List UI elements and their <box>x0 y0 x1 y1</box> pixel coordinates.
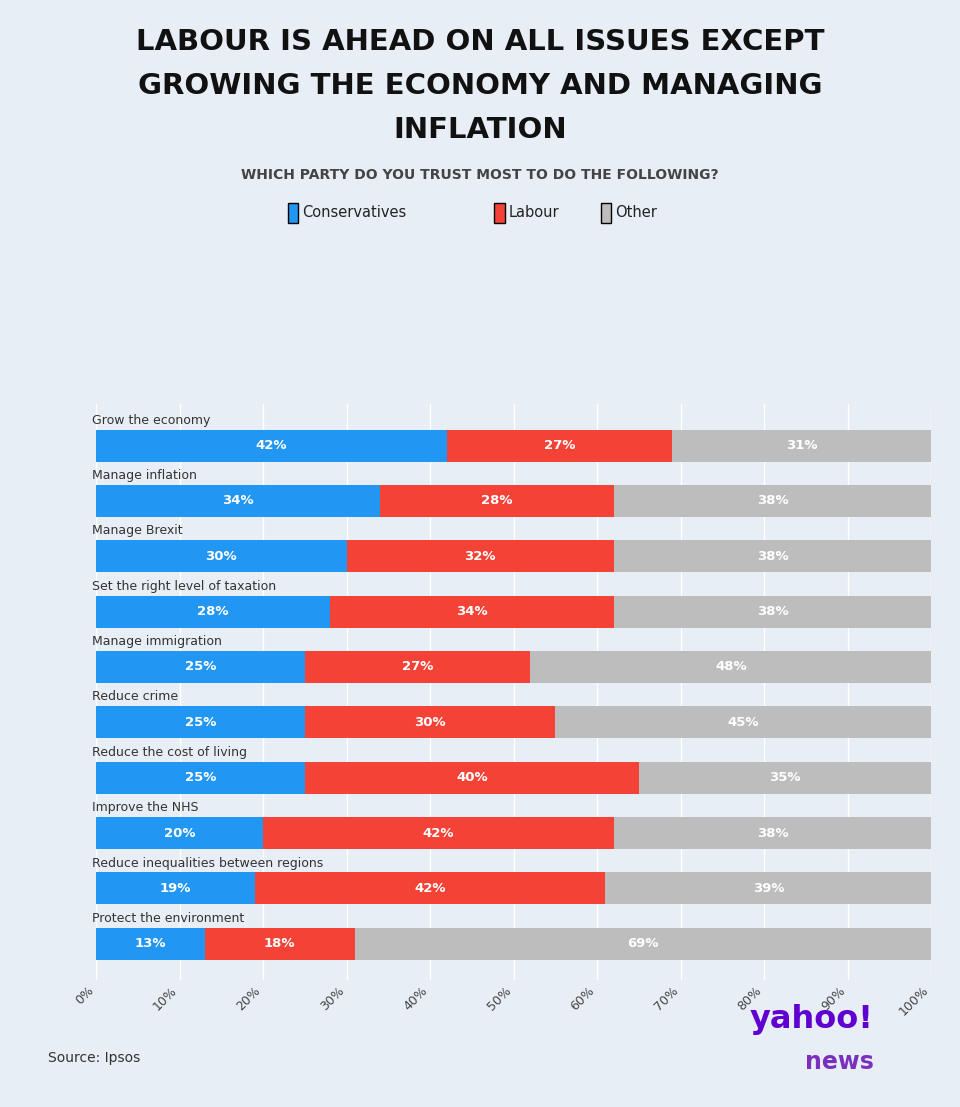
Text: WHICH PARTY DO YOU TRUST MOST TO DO THE FOLLOWING?: WHICH PARTY DO YOU TRUST MOST TO DO THE … <box>241 168 719 183</box>
Bar <box>96 540 347 572</box>
Text: Other: Other <box>615 205 657 220</box>
Text: Manage inflation: Manage inflation <box>92 469 197 483</box>
Text: Labour: Labour <box>509 205 560 220</box>
Text: 34%: 34% <box>456 606 488 618</box>
Bar <box>96 596 330 628</box>
Bar <box>96 872 254 904</box>
Bar <box>96 485 380 517</box>
Bar <box>613 596 931 628</box>
Bar <box>305 762 639 794</box>
Bar <box>96 706 305 738</box>
Text: 35%: 35% <box>769 772 801 784</box>
Bar <box>555 706 931 738</box>
Text: 38%: 38% <box>756 550 788 562</box>
Bar <box>96 928 204 960</box>
Text: 27%: 27% <box>402 661 433 673</box>
Text: INFLATION: INFLATION <box>394 116 566 144</box>
Text: yahoo!: yahoo! <box>750 1004 874 1035</box>
Bar <box>96 651 305 683</box>
Text: 28%: 28% <box>197 606 228 618</box>
Bar <box>96 762 305 794</box>
Text: 32%: 32% <box>465 550 496 562</box>
Text: Manage Brexit: Manage Brexit <box>92 525 182 538</box>
Text: 42%: 42% <box>255 439 287 452</box>
Bar <box>305 651 530 683</box>
Bar <box>347 540 613 572</box>
Text: 25%: 25% <box>184 661 216 673</box>
Bar <box>305 706 555 738</box>
Bar <box>380 485 613 517</box>
Bar <box>96 817 263 849</box>
Bar <box>639 762 931 794</box>
Text: 30%: 30% <box>205 550 237 562</box>
Text: 18%: 18% <box>264 938 296 950</box>
Bar <box>606 872 931 904</box>
Bar <box>330 596 613 628</box>
Text: Conservatives: Conservatives <box>302 205 406 220</box>
Bar <box>613 540 931 572</box>
Text: 38%: 38% <box>756 606 788 618</box>
Text: Grow the economy: Grow the economy <box>92 414 210 426</box>
Text: 42%: 42% <box>422 827 454 839</box>
Text: Protect the environment: Protect the environment <box>92 912 244 925</box>
Text: 30%: 30% <box>415 716 445 728</box>
Text: news: news <box>804 1049 874 1074</box>
Text: 42%: 42% <box>415 882 445 894</box>
Text: 25%: 25% <box>184 716 216 728</box>
Text: 38%: 38% <box>756 827 788 839</box>
Bar <box>613 485 931 517</box>
Text: 19%: 19% <box>159 882 191 894</box>
Text: Set the right level of taxation: Set the right level of taxation <box>92 580 276 593</box>
Text: 20%: 20% <box>164 827 195 839</box>
Text: 31%: 31% <box>786 439 818 452</box>
Text: 38%: 38% <box>756 495 788 507</box>
Text: 69%: 69% <box>627 938 659 950</box>
Bar <box>672 430 931 462</box>
Bar <box>530 651 931 683</box>
Text: 40%: 40% <box>456 772 488 784</box>
Text: LABOUR IS AHEAD ON ALL ISSUES EXCEPT: LABOUR IS AHEAD ON ALL ISSUES EXCEPT <box>135 28 825 55</box>
Text: Reduce crime: Reduce crime <box>92 691 178 704</box>
Text: GROWING THE ECONOMY AND MANAGING: GROWING THE ECONOMY AND MANAGING <box>137 72 823 100</box>
Text: 39%: 39% <box>753 882 784 894</box>
Bar <box>355 928 931 960</box>
Bar <box>204 928 355 960</box>
Text: 48%: 48% <box>715 661 747 673</box>
Text: 25%: 25% <box>184 772 216 784</box>
Text: Reduce the cost of living: Reduce the cost of living <box>92 746 247 759</box>
Bar <box>96 430 446 462</box>
Bar <box>613 817 931 849</box>
Text: 28%: 28% <box>481 495 513 507</box>
Text: 34%: 34% <box>222 495 253 507</box>
Text: Manage immigration: Manage immigration <box>92 635 222 648</box>
Text: 27%: 27% <box>544 439 575 452</box>
Text: Source: Ipsos: Source: Ipsos <box>48 1051 140 1065</box>
Text: 45%: 45% <box>728 716 759 728</box>
Text: 13%: 13% <box>134 938 166 950</box>
Text: Improve the NHS: Improve the NHS <box>92 801 199 815</box>
Text: Reduce inequalities between regions: Reduce inequalities between regions <box>92 857 324 870</box>
Bar <box>263 817 613 849</box>
Bar <box>254 872 606 904</box>
Bar <box>446 430 672 462</box>
